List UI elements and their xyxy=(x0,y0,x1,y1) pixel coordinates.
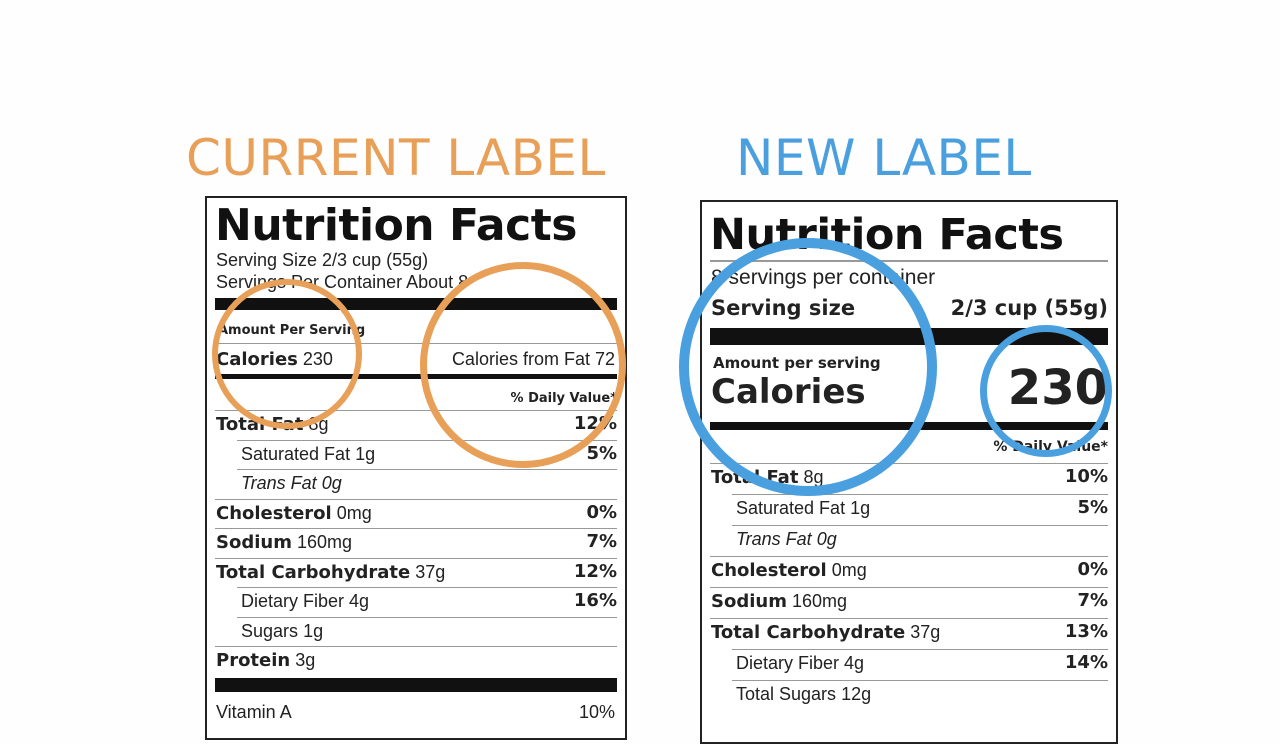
row-divider xyxy=(237,469,617,470)
row-divider xyxy=(215,557,617,559)
row-divider xyxy=(732,525,1108,526)
nutrient-name: Total Carbohydrate xyxy=(711,622,906,643)
nutrient-amount: 3g xyxy=(295,650,316,670)
nutrient-row: Sodium 160mg xyxy=(711,590,847,613)
row-divider xyxy=(215,646,617,647)
rule xyxy=(710,260,1108,262)
nutrient-name: Saturated Fat xyxy=(241,443,351,464)
highlight-circle-calories-from-fat xyxy=(420,262,626,468)
vitamin-a-dv: 10% xyxy=(578,702,615,722)
nutrient-name: Cholesterol xyxy=(216,502,332,524)
serving-size: Serving Size 2/3 cup (55g) xyxy=(216,250,429,270)
row-divider xyxy=(237,616,617,618)
nutrient-amount: 12g xyxy=(841,684,872,704)
nutrient-amount: 1g xyxy=(850,498,871,518)
nutrient-row: Cholesterol 0mg xyxy=(216,502,372,525)
nutrient-daily-value: 14% xyxy=(1064,652,1108,673)
nutrient-daily-value: 0% xyxy=(1077,559,1108,580)
nutrient-row: Saturated Fat 1g xyxy=(736,497,870,519)
nutrient-row: Dietary Fiber 4g xyxy=(241,590,369,612)
nutrient-amount: 37g xyxy=(415,561,446,582)
row-divider xyxy=(710,587,1108,588)
nutrient-row: Trans Fat 0g xyxy=(241,472,342,494)
nutrient-row: Sodium 160mg xyxy=(216,531,352,554)
row-divider xyxy=(710,463,1108,464)
nutrient-row: Sugars 1g xyxy=(241,620,323,642)
nutrient-name: Sodium xyxy=(216,532,292,553)
nutrient-name: Dietary Fiber xyxy=(736,653,840,673)
nutrient-amount: 4g xyxy=(844,653,865,673)
nutrient-row: Trans Fat 0g xyxy=(736,528,837,550)
row-divider xyxy=(732,680,1108,681)
nutrient-daily-value: 5% xyxy=(586,442,617,464)
nutrient-amount: 1g xyxy=(303,620,324,641)
row-divider xyxy=(237,439,617,441)
nutrient-name: Trans Fat xyxy=(241,473,317,493)
nutrient-daily-value: 12% xyxy=(573,560,617,582)
highlight-circle-serving-calories xyxy=(679,238,937,496)
nutrient-name: Total Carbohydrate xyxy=(216,561,411,583)
nutrient-daily-value: 0% xyxy=(586,501,617,523)
thick-rule-bottom xyxy=(215,678,617,692)
row-divider xyxy=(215,498,617,500)
rule xyxy=(215,343,617,344)
row-divider xyxy=(732,494,1108,495)
row-divider xyxy=(732,649,1108,650)
row-divider xyxy=(237,587,617,588)
row-divider xyxy=(215,410,617,411)
nutrient-name: Dietary Fiber xyxy=(241,591,345,611)
nutrient-name: Sugars xyxy=(241,620,299,641)
nutrient-row: Total Carbohydrate 37g xyxy=(711,621,940,644)
nutrient-amount: 0mg xyxy=(831,560,867,580)
nutrient-name: Saturated Fat xyxy=(736,498,846,518)
nutrient-daily-value: 13% xyxy=(1064,621,1108,642)
nutrient-amount: 37g xyxy=(910,622,941,642)
nutrient-amount: 0g xyxy=(816,529,837,549)
nutrient-daily-value: 10% xyxy=(1064,466,1108,487)
nutrient-row: Total Sugars 12g xyxy=(736,683,871,705)
nutrient-row: Dietary Fiber 4g xyxy=(736,652,864,674)
nutrient-amount: 160mg xyxy=(791,591,848,611)
nutrient-daily-value: 7% xyxy=(586,531,617,552)
nutrient-daily-value: 5% xyxy=(1077,497,1108,518)
nutrient-amount: 0g xyxy=(321,473,342,493)
row-divider xyxy=(215,528,617,529)
nutrient-name: Trans Fat xyxy=(736,529,812,549)
nutrition-facts-title: Nutrition Facts xyxy=(215,200,577,251)
new-label-heading: NEW LABEL xyxy=(736,129,1032,187)
medium-rule xyxy=(215,374,617,379)
row-divider xyxy=(710,618,1108,619)
nutrient-daily-value: 7% xyxy=(1077,590,1108,611)
highlight-circle-calories xyxy=(212,279,362,429)
nutrient-amount: 1g xyxy=(355,443,376,464)
nutrient-row: Saturated Fat 1g xyxy=(241,443,375,465)
nutrient-row: Protein 3g xyxy=(216,649,315,672)
nutrient-amount: 0mg xyxy=(336,502,372,523)
nutrient-name: Protein xyxy=(216,650,291,671)
highlight-circle-calorie-count xyxy=(980,325,1112,457)
vitamin-a-name: Vitamin A xyxy=(216,702,292,722)
nutrient-amount: 160mg xyxy=(296,532,353,552)
nutrient-daily-value: 16% xyxy=(573,590,617,611)
nutrient-name: Cholesterol xyxy=(711,560,827,581)
current-label-heading: CURRENT LABEL xyxy=(186,129,606,187)
nutrient-name: Sodium xyxy=(711,591,787,612)
serving-size-value: 2/3 cup (55g) xyxy=(950,296,1108,320)
nutrient-row: Cholesterol 0mg xyxy=(711,559,867,582)
nutrient-amount: 4g xyxy=(349,591,370,611)
row-divider xyxy=(710,556,1108,557)
nutrient-name: Total Sugars xyxy=(736,684,837,704)
nutrient-row: Total Carbohydrate 37g xyxy=(216,561,445,584)
